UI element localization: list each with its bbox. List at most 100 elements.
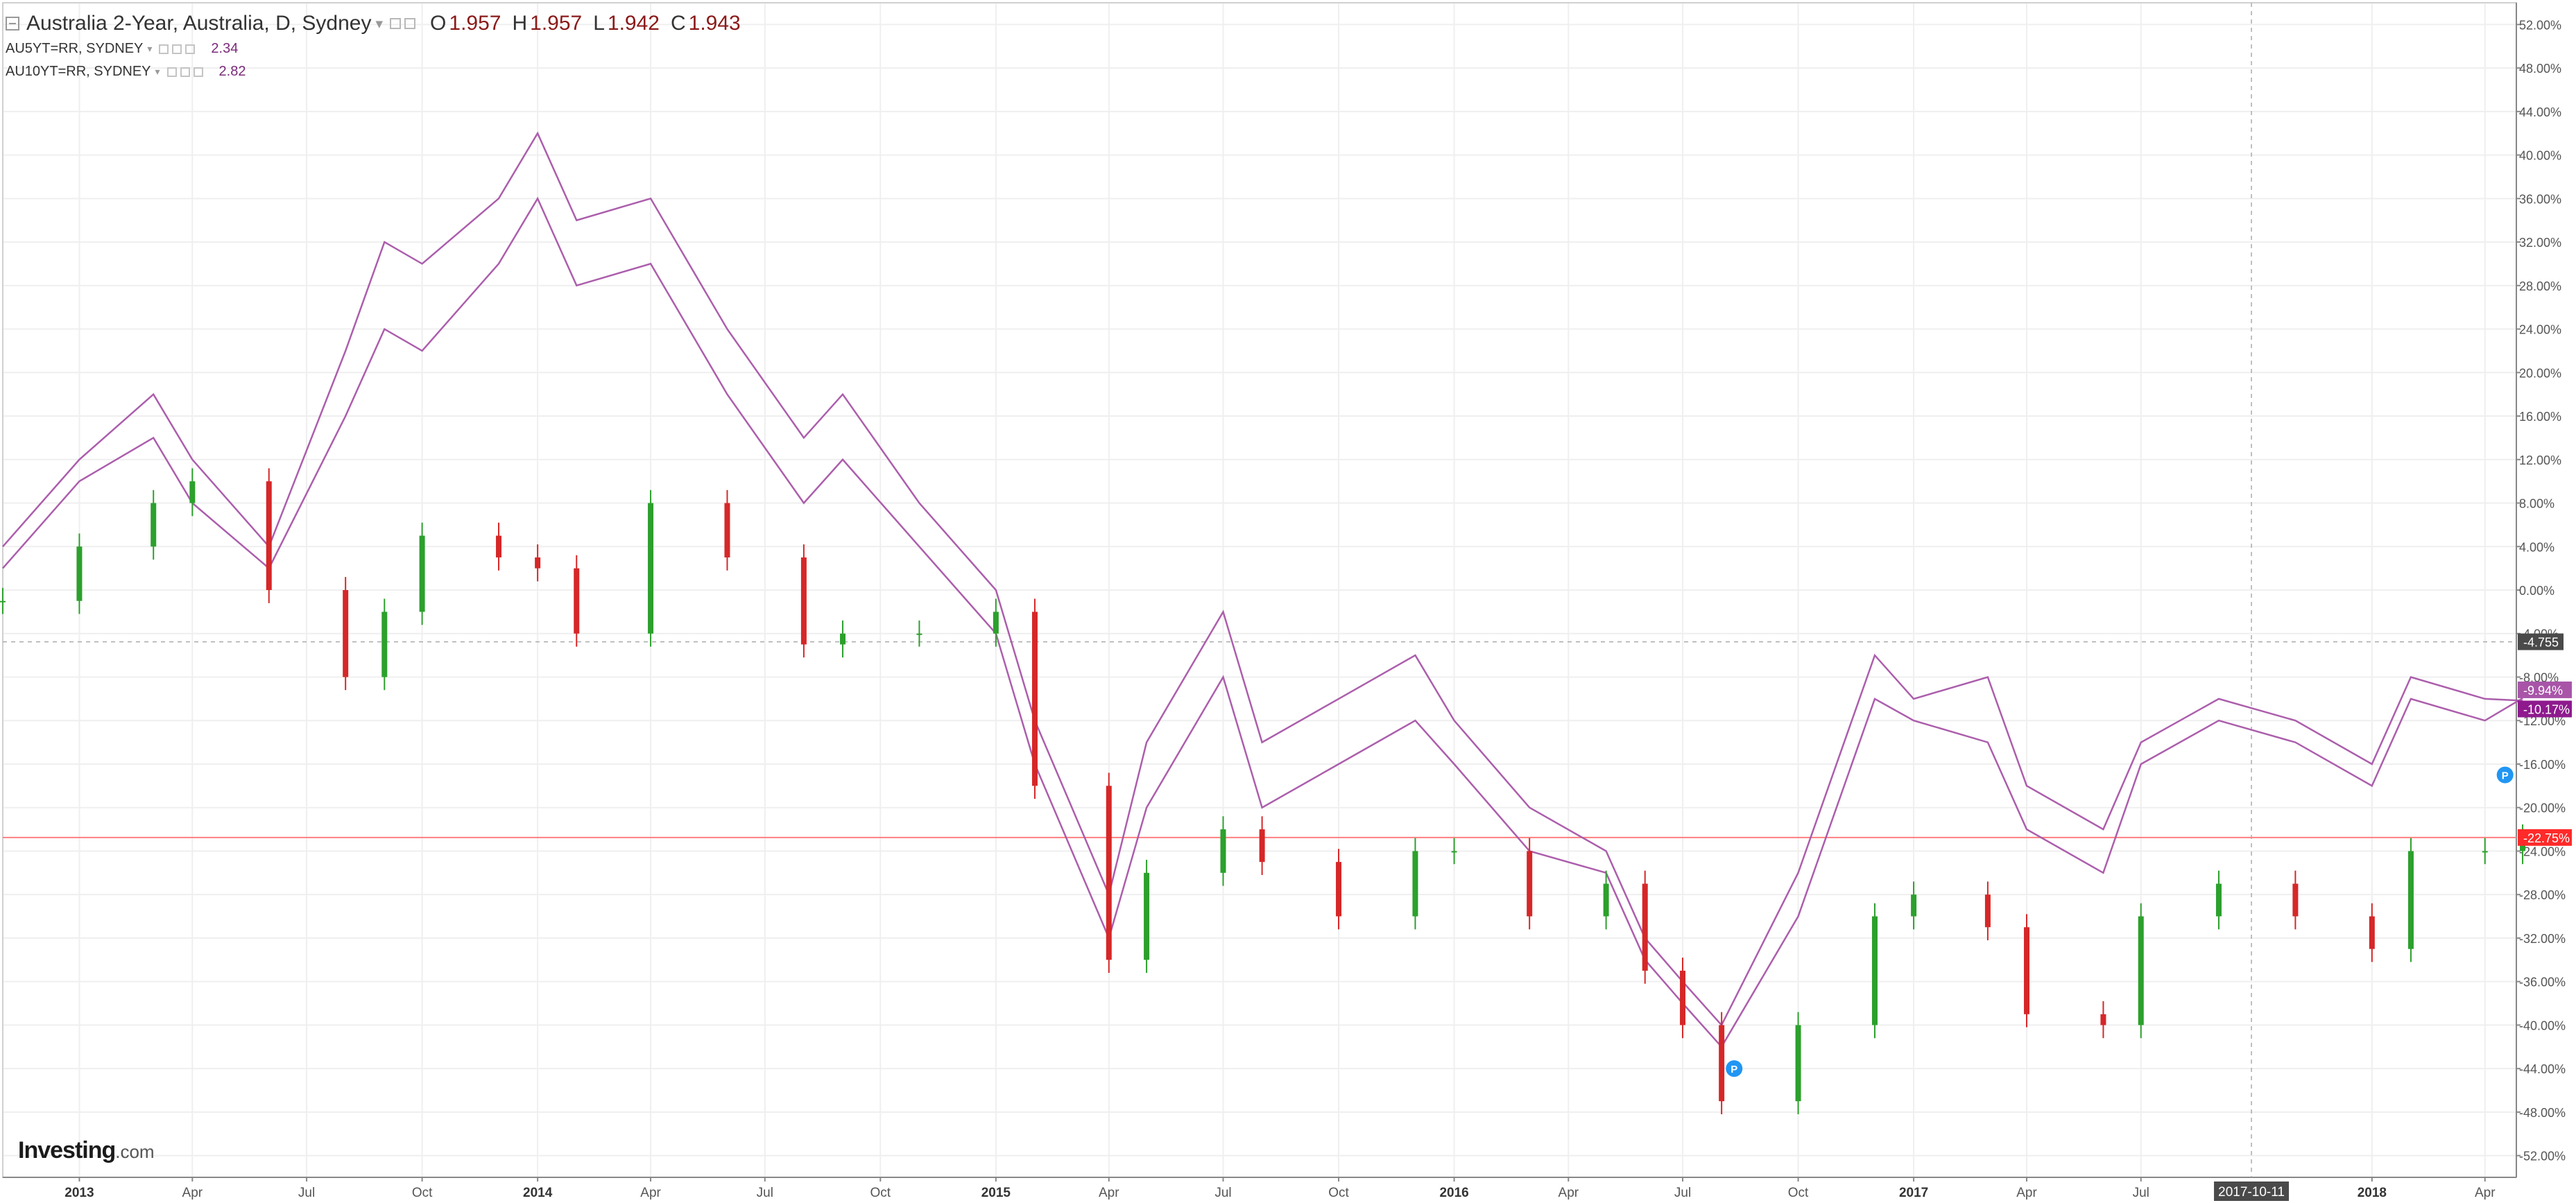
candle-body: [916, 633, 922, 635]
x-tick-label: Jul: [298, 1186, 315, 1200]
candle-body: [2215, 883, 2222, 917]
low-label: L: [593, 12, 605, 35]
candle-body: [1642, 883, 1648, 971]
main-symbol-title[interactable]: Australia 2-Year, Australia, D, Sydney: [26, 12, 372, 35]
y-tick-label: 48.00%: [2519, 62, 2561, 76]
y-tick-label: -32.00%: [2519, 932, 2566, 946]
hide-icon[interactable]: [404, 18, 416, 29]
x-tick-label: 2017: [1899, 1186, 1928, 1200]
logo-suffix: .com: [115, 1141, 155, 1162]
y-tick-label: 4.00%: [2519, 540, 2554, 554]
event-marker-label: P: [1731, 1064, 1737, 1075]
candle-body: [1144, 872, 1150, 960]
x-tick-label: Oct: [412, 1186, 433, 1200]
close-value: 1.943: [688, 12, 741, 35]
investing-logo: Investing.com: [18, 1137, 155, 1164]
x-tick-label: Apr: [1559, 1186, 1579, 1200]
candle-body: [2100, 1014, 2106, 1025]
crosshair-price-label: -4.755: [2523, 636, 2559, 650]
y-tick-label: -44.00%: [2519, 1062, 2566, 1076]
candle-body: [2482, 851, 2488, 853]
settings-icon[interactable]: [390, 18, 402, 29]
y-tick-label: -16.00%: [2519, 758, 2566, 772]
x-tick-label: Apr: [2475, 1186, 2496, 1200]
legend-compare-row-2: AU10YT=RR, SYDNEY ▾ 2.82: [6, 60, 741, 83]
candle-body: [1871, 916, 1878, 1025]
x-tick-label: Oct: [870, 1186, 891, 1200]
candle-body: [1412, 851, 1418, 917]
event-marker: [2496, 766, 2514, 784]
hide-icon[interactable]: [172, 44, 182, 54]
compare-symbol-au5y[interactable]: AU5YT=RR, SYDNEY: [6, 41, 144, 56]
close-label: C: [670, 12, 686, 35]
hide-icon[interactable]: [180, 67, 190, 77]
candle-body: [993, 612, 999, 634]
y-tick-label: 52.00%: [2519, 18, 2561, 32]
y-tick-label: 24.00%: [2519, 323, 2561, 337]
candle-body: [574, 568, 580, 634]
candle-body: [1984, 894, 1991, 928]
y-tick-label: -8.00%: [2519, 670, 2559, 684]
y-tick-label: -52.00%: [2519, 1150, 2566, 1163]
last-value-tag: [2518, 829, 2572, 846]
x-tick-label: Jul: [757, 1186, 773, 1200]
y-tick-label: -24.00%: [2519, 845, 2566, 858]
x-tick-label: Apr: [2016, 1186, 2037, 1200]
y-tick-label: -28.00%: [2519, 888, 2566, 902]
candle-body: [724, 503, 730, 557]
candle-body: [76, 546, 83, 601]
settings-icon[interactable]: [166, 67, 177, 77]
chart-legend: Australia 2-Year, Australia, D, Sydney ▾…: [6, 10, 741, 83]
candle-body: [419, 535, 425, 612]
compare-symbol-au10y[interactable]: AU10YT=RR, SYDNEY: [6, 64, 151, 79]
candle-body: [1795, 1025, 1801, 1102]
candle-body: [1911, 894, 1917, 917]
candle-body: [1603, 883, 1609, 917]
candle-body: [1451, 851, 1457, 853]
grid: [3, 3, 2516, 1177]
candle-body: [1259, 829, 1265, 863]
crosshair-date-label: 2017-10-11: [2218, 1185, 2285, 1200]
candle-body: [1680, 970, 1686, 1025]
candles: [0, 468, 2526, 1115]
y-tick-label: 16.00%: [2519, 410, 2561, 424]
candle-body: [648, 503, 654, 634]
chevron-down-icon[interactable]: ▾: [147, 43, 153, 54]
x-tick-label: Apr: [1099, 1186, 1119, 1200]
x-tick-label: Apr: [640, 1186, 661, 1200]
candle-body: [496, 535, 502, 557]
compare-series-line: [2, 196, 2523, 1048]
y-tick-label: 28.00%: [2519, 279, 2561, 293]
candle-body: [189, 481, 196, 503]
event-marker: [1726, 1060, 1743, 1077]
close-icon[interactable]: [193, 67, 203, 77]
chevron-down-icon[interactable]: ▾: [155, 66, 160, 77]
x-tick-label: 2014: [523, 1186, 553, 1200]
candle-body: [2369, 916, 2375, 949]
x-tick-label: 2013: [65, 1186, 94, 1200]
y-tick-label: -40.00%: [2519, 1019, 2566, 1032]
legend-compare-row-1: AU5YT=RR, SYDNEY ▾ 2.34: [6, 37, 741, 60]
collapse-legend-icon[interactable]: [6, 17, 19, 31]
y-tick-label: -12.00%: [2519, 714, 2566, 728]
y-tick-label: -20.00%: [2519, 802, 2566, 815]
candle-body: [0, 600, 6, 603]
close-icon[interactable]: [185, 44, 196, 54]
settings-icon[interactable]: [159, 44, 169, 54]
legend-main-row: Australia 2-Year, Australia, D, Sydney ▾…: [6, 10, 741, 37]
y-tick-label: 8.00%: [2519, 497, 2554, 511]
y-tick-label: 0.00%: [2519, 584, 2554, 598]
y-tick-label: 40.00%: [2519, 149, 2561, 163]
candle-body: [1031, 612, 1038, 786]
last-value-tag: [2518, 681, 2572, 698]
crosshair-date-tag: [2214, 1182, 2290, 1201]
candle-body: [840, 633, 846, 645]
last-value-tag: [2518, 700, 2572, 718]
x-tick-label: 2018: [2358, 1186, 2387, 1200]
y-tick-label: 20.00%: [2519, 366, 2561, 380]
chevron-down-icon[interactable]: ▾: [375, 15, 384, 32]
y-tick-label: 36.00%: [2519, 192, 2561, 206]
candle-body: [800, 557, 807, 645]
x-tick-label: 2016: [1439, 1186, 1468, 1200]
